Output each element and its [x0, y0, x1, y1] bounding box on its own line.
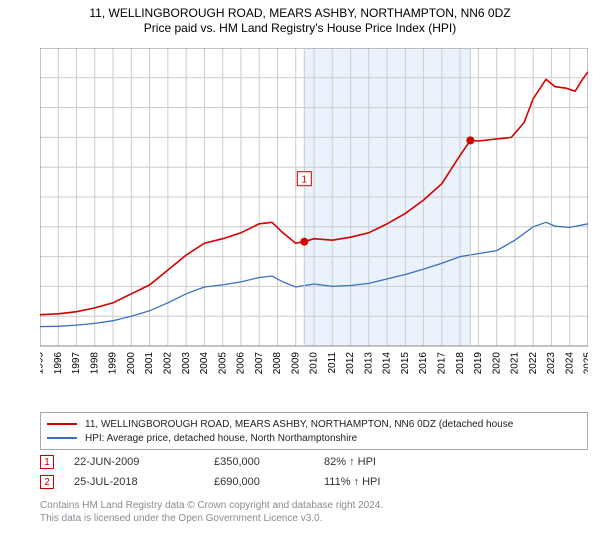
- chart-title: 11, WELLINGBOROUGH ROAD, MEARS ASHBY, NO…: [0, 0, 600, 35]
- marker-badge: 2: [40, 475, 54, 489]
- txn-price: £690,000: [214, 476, 324, 488]
- legend-swatch: [47, 437, 77, 439]
- svg-text:2020: 2020: [491, 352, 502, 375]
- svg-text:2022: 2022: [528, 352, 539, 375]
- svg-text:1995: 1995: [40, 352, 46, 375]
- legend-label: HPI: Average price, detached house, Nort…: [85, 433, 357, 444]
- legend-swatch: [47, 423, 77, 425]
- svg-text:1999: 1999: [108, 352, 119, 375]
- chart-area: £0£100K£200K£300K£400K£500K£600K£700K£80…: [40, 48, 588, 378]
- svg-text:2013: 2013: [363, 352, 374, 375]
- marker-badge: 1: [40, 455, 54, 469]
- svg-text:2008: 2008: [272, 352, 283, 375]
- legend-label: 11, WELLINGBOROUGH ROAD, MEARS ASHBY, NO…: [85, 419, 513, 430]
- table-row: 1 22-JUN-2009 £350,000 82% ↑ HPI: [40, 452, 588, 472]
- legend: 11, WELLINGBOROUGH ROAD, MEARS ASHBY, NO…: [40, 412, 588, 450]
- svg-text:2019: 2019: [473, 352, 484, 375]
- svg-text:2012: 2012: [345, 352, 356, 375]
- txn-pct: 111% ↑ HPI: [324, 476, 444, 488]
- transaction-table: 1 22-JUN-2009 £350,000 82% ↑ HPI 2 25-JU…: [40, 452, 588, 492]
- line-chart: £0£100K£200K£300K£400K£500K£600K£700K£80…: [40, 48, 588, 378]
- footer-line2: This data is licensed under the Open Gov…: [40, 513, 588, 526]
- svg-text:2003: 2003: [181, 352, 192, 375]
- svg-text:2004: 2004: [199, 352, 210, 375]
- svg-text:2009: 2009: [290, 352, 301, 375]
- title-line2: Price paid vs. HM Land Registry's House …: [0, 21, 600, 35]
- txn-pct: 82% ↑ HPI: [324, 456, 444, 468]
- txn-date: 22-JUN-2009: [74, 456, 214, 468]
- svg-text:2005: 2005: [217, 352, 228, 375]
- svg-text:2025: 2025: [583, 352, 588, 375]
- svg-text:2018: 2018: [455, 352, 466, 375]
- footer-attribution: Contains HM Land Registry data © Crown c…: [40, 500, 588, 525]
- legend-item: HPI: Average price, detached house, Nort…: [47, 431, 581, 445]
- svg-text:2000: 2000: [126, 352, 137, 375]
- svg-text:1997: 1997: [71, 352, 82, 375]
- svg-text:2017: 2017: [437, 352, 448, 375]
- svg-text:2002: 2002: [163, 352, 174, 375]
- svg-text:2011: 2011: [327, 352, 338, 374]
- svg-text:2001: 2001: [144, 352, 155, 375]
- svg-text:2023: 2023: [546, 352, 557, 375]
- svg-text:1996: 1996: [53, 352, 64, 375]
- svg-text:2016: 2016: [418, 352, 429, 375]
- svg-text:2006: 2006: [236, 352, 247, 375]
- svg-text:2024: 2024: [564, 352, 575, 375]
- footer-line1: Contains HM Land Registry data © Crown c…: [40, 500, 588, 513]
- legend-item: 11, WELLINGBOROUGH ROAD, MEARS ASHBY, NO…: [47, 417, 581, 431]
- txn-date: 25-JUL-2018: [74, 476, 214, 488]
- svg-text:1998: 1998: [89, 352, 100, 375]
- svg-text:2010: 2010: [309, 352, 320, 375]
- txn-price: £350,000: [214, 456, 324, 468]
- svg-text:2014: 2014: [382, 352, 393, 375]
- svg-text:1: 1: [302, 175, 308, 186]
- table-row: 2 25-JUL-2018 £690,000 111% ↑ HPI: [40, 472, 588, 492]
- svg-text:2021: 2021: [510, 352, 521, 375]
- svg-text:2015: 2015: [400, 352, 411, 375]
- svg-text:2007: 2007: [254, 352, 265, 375]
- title-line1: 11, WELLINGBOROUGH ROAD, MEARS ASHBY, NO…: [0, 6, 600, 20]
